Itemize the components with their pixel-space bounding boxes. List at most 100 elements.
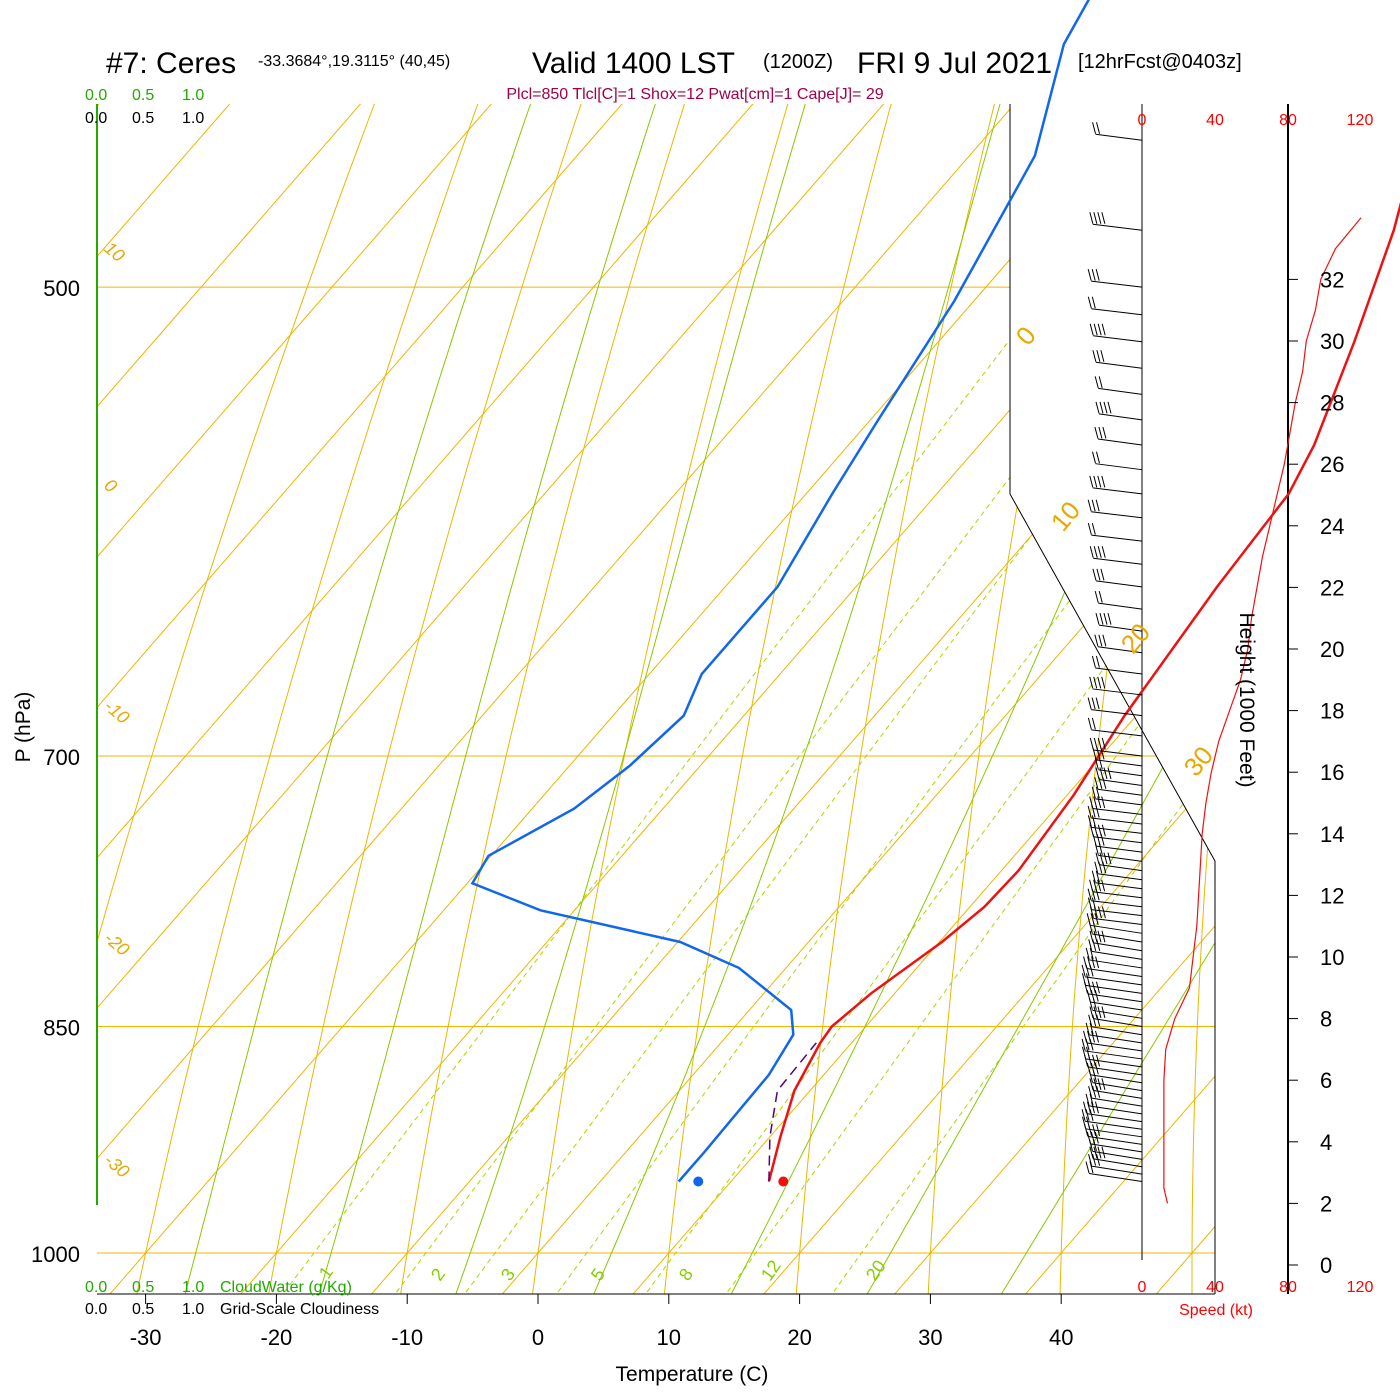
- wind-barb: [1089, 959, 1143, 969]
- wind-barb-flag: [1098, 376, 1103, 388]
- wind-barb-flag: [1097, 824, 1102, 837]
- speed-tick-top-2: 80: [1279, 112, 1297, 129]
- wind-barb-flag: [1088, 1154, 1093, 1166]
- cloudiness-tick-0: 0.0: [85, 110, 107, 127]
- wind-barb-flag: [1086, 1101, 1091, 1114]
- wind-barb-flag: [1101, 930, 1106, 943]
- wind-barb-flag: [1093, 930, 1098, 943]
- wind-barb-flag: [1089, 212, 1094, 224]
- wind-barb-flag: [1096, 1086, 1101, 1098]
- wind-barb-flag: [1107, 852, 1112, 865]
- wind-barb: [1091, 950, 1143, 960]
- cloudwater-tick-0: 0.0: [85, 87, 107, 104]
- utc-time: (1200Z): [763, 51, 833, 73]
- wind-barb-flag: [1094, 376, 1099, 388]
- isotherm-line: [97, 104, 961, 1294]
- speed-axis-label: Speed (kt): [1179, 1302, 1253, 1319]
- mixing-ratio-lines: [262, 104, 1215, 1294]
- isotherm-label: 0: [100, 475, 121, 497]
- wind-barb: [1098, 602, 1143, 610]
- right-boundary: [1009, 104, 1216, 1294]
- wind-barb-flag: [1091, 815, 1096, 828]
- isotherm-label: -10: [100, 696, 133, 728]
- wind-barb-flag: [1095, 499, 1100, 512]
- wind-barb: [1093, 836, 1143, 844]
- wind-barb-flag: [1086, 1116, 1090, 1129]
- wind-barb: [1092, 1089, 1143, 1099]
- wind-barb: [1092, 1009, 1143, 1019]
- wind-barb: [1092, 891, 1143, 899]
- cloudwater-tick-2: 1.0: [182, 87, 204, 104]
- cloudiness-bottom-tick-2: 1.0: [182, 1301, 204, 1318]
- wind-barb: [1085, 1058, 1143, 1068]
- wind-barb-flag: [1097, 676, 1102, 689]
- valid-date: FRI 9 Jul 2021: [857, 47, 1052, 80]
- wind-barb-flag: [1091, 296, 1096, 309]
- wind-barb: [1092, 487, 1143, 495]
- speed-tick-bottom-0: 0: [1138, 1279, 1147, 1296]
- mixing-ratio-line: [262, 104, 1215, 1294]
- wind-barb-flag: [1097, 323, 1102, 336]
- wind-barb-flag: [1095, 612, 1100, 625]
- temperature-tick-label: 10: [657, 1325, 681, 1350]
- dry-adiabat: [386, 104, 986, 1294]
- isotherm-line: [814, 104, 1215, 1294]
- wind-barb: [1096, 845, 1143, 853]
- cloudwater-label: CloudWater (g/Kg): [220, 1279, 352, 1296]
- wind-barb: [1086, 1113, 1143, 1123]
- wind-barb-flag: [1089, 879, 1094, 892]
- wind-barb-flag: [1094, 989, 1099, 1002]
- moist-adiabat: [422, 104, 1091, 1294]
- wind-barb-flag: [1093, 796, 1098, 809]
- wind-barb-flag: [1092, 122, 1097, 134]
- wind-barb-flag: [1090, 913, 1095, 925]
- wind-barb-flag: [1097, 475, 1102, 488]
- wind-barb: [1085, 976, 1143, 986]
- wind-barb: [1097, 438, 1143, 446]
- wind-barb-flag: [1095, 852, 1100, 865]
- moist-adiabat: [160, 104, 858, 1294]
- temperature-trace: [767, 201, 1400, 1182]
- wind-barb-flag: [1089, 475, 1094, 488]
- wind-barb: [1087, 1135, 1143, 1145]
- wind-barb-flag: [1094, 777, 1099, 789]
- wind-barb: [1086, 967, 1143, 977]
- wind-barb-flag: [1100, 747, 1105, 760]
- wind-barb-flag: [1101, 796, 1106, 809]
- wind-barb-flag: [1100, 568, 1105, 581]
- wind-barb-flag: [1094, 591, 1099, 603]
- station-coords: -33.3684°,19.3115° (40,45): [258, 53, 450, 70]
- wind-barb: [1092, 1150, 1143, 1160]
- isotherm-line: [97, 104, 1215, 1294]
- isobars: [97, 286, 1215, 1254]
- wind-barb-flag: [1085, 1109, 1090, 1121]
- height-tick-label: 10: [1320, 945, 1344, 970]
- wind-barb-flag: [1089, 1022, 1094, 1035]
- wind-barb: [1085, 1120, 1143, 1130]
- wind-barb-flag: [1092, 1086, 1097, 1098]
- wind-barb: [1097, 788, 1143, 796]
- wind-barb-flag: [1085, 1022, 1090, 1035]
- mixing-ratio-line: [812, 104, 1215, 1294]
- wind-barb-flag: [1087, 805, 1092, 818]
- mixing-ratio-line: [536, 104, 1215, 1294]
- wind-barb-flag: [1089, 1078, 1094, 1091]
- wind-barb-flag: [1096, 1014, 1101, 1027]
- height-tick-label: 14: [1320, 822, 1344, 847]
- wind-barb-flag: [1097, 879, 1102, 892]
- isotherm-line: [552, 104, 1215, 1294]
- wind-barb-flag: [1101, 906, 1106, 919]
- wind-barb-flag: [1090, 1062, 1095, 1075]
- wind-barb: [1095, 882, 1143, 890]
- wind-barb-flag: [1094, 861, 1099, 874]
- wind-barb-flag: [1091, 655, 1096, 668]
- wind-barb-flag: [1092, 568, 1097, 581]
- wind-barb: [1090, 924, 1143, 934]
- wind-barb-flag: [1093, 1146, 1098, 1159]
- wind-barb: [1091, 308, 1143, 316]
- wind-barb: [1098, 624, 1143, 632]
- wind-barb-flag: [1087, 897, 1092, 910]
- x-axis-title: Temperature (C): [616, 1363, 769, 1386]
- wind-barb-flag: [1095, 786, 1100, 799]
- wind-barb-flag: [1095, 1030, 1100, 1043]
